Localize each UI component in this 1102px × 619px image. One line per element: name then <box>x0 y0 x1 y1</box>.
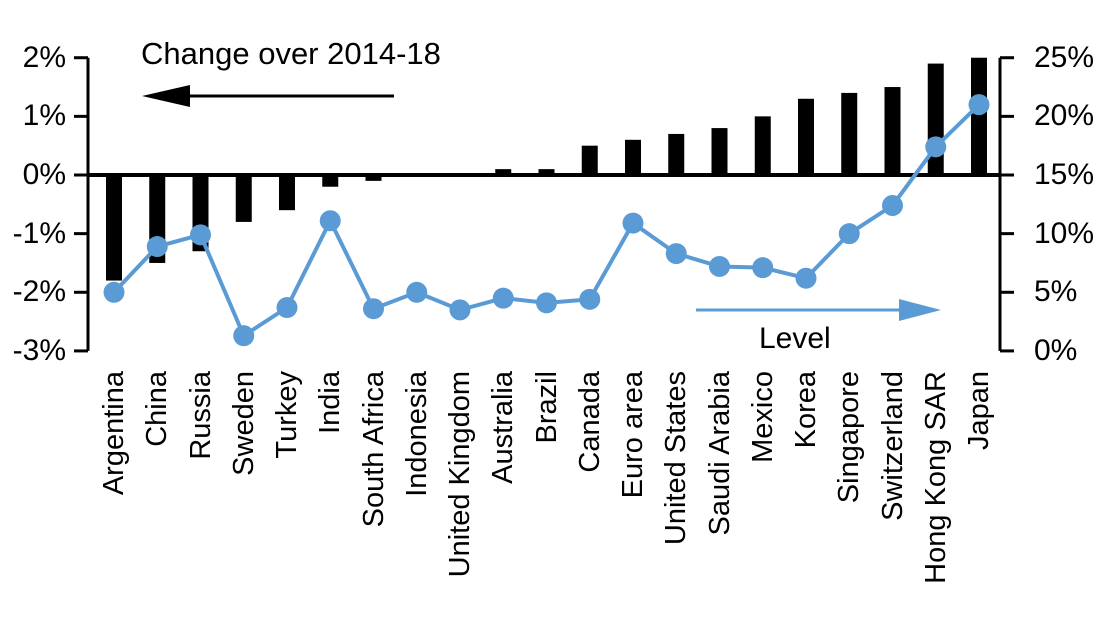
level-marker-Canada <box>579 288 601 310</box>
left-axis-tick-label: 0% <box>22 158 66 191</box>
level-marker-India <box>319 210 341 232</box>
right-axis-tick-label: 0% <box>1034 333 1078 367</box>
category-label-united-kingdom: United Kingdom <box>444 371 476 578</box>
bar-Sweden <box>235 175 252 222</box>
change-arrow-head <box>142 85 190 107</box>
level-marker-Turkey <box>276 297 298 319</box>
category-label-turkey: Turkey <box>271 371 303 459</box>
category-label-russia: Russia <box>184 371 217 460</box>
bar-Hong Kong SAR <box>927 63 944 175</box>
category-label-argentina: Argentina <box>98 371 130 496</box>
level-marker-Singapore <box>838 223 860 245</box>
left-axis-tick-label: 1% <box>22 99 66 133</box>
right-axis-tick-label: 20% <box>1034 99 1095 133</box>
bar-Japan <box>971 57 987 175</box>
category-label-australia: Australia <box>487 371 520 484</box>
bar-India <box>322 175 339 187</box>
category-label-korea: Korea <box>790 371 822 449</box>
category-label-sweden: Sweden <box>227 371 260 476</box>
bar-Brazil <box>538 169 555 175</box>
bar-Australia <box>495 169 512 175</box>
bar-Singapore <box>841 92 858 175</box>
left-axis-tick-label: -3% <box>12 333 66 367</box>
level-marker-United Kingdom <box>449 299 471 321</box>
bar-Argentina <box>106 175 122 281</box>
bar-Turkey <box>279 175 295 211</box>
category-label-brazil: Brazil <box>530 371 563 444</box>
category-label-japan: Japan <box>963 371 995 451</box>
level-marker-Saudi Arabia <box>709 255 730 277</box>
right-axis-tick-label: 25% <box>1034 40 1095 74</box>
bar-Korea <box>798 98 814 175</box>
bar-United States <box>668 133 685 175</box>
level-marker-United States <box>665 243 687 265</box>
level-marker-Australia <box>492 287 514 309</box>
level-marker-Korea <box>795 267 817 289</box>
level-marker-Sweden <box>233 325 255 347</box>
bar-Saudi Arabia <box>711 128 728 175</box>
bar-South Africa <box>365 175 382 181</box>
level-marker-Russia <box>190 224 211 246</box>
level-marker-South Africa <box>363 298 384 320</box>
level-marker-China <box>146 236 168 258</box>
right-axis-tick-label: 15% <box>1034 158 1095 191</box>
category-label-indonesia: Indonesia <box>400 371 433 497</box>
level-marker-Hong Kong SAR <box>925 136 947 158</box>
level-marker-Japan <box>968 94 990 116</box>
left-axis-tick-label: -1% <box>12 216 66 250</box>
category-label-saudi-arabia: Saudi Arabia <box>703 371 736 536</box>
level-marker-Switzerland <box>882 194 903 216</box>
category-label-india: India <box>314 371 347 434</box>
line-series-annotation: Level <box>759 322 831 355</box>
category-label-euro-area: Euro area <box>617 371 649 499</box>
category-label-canada: Canada <box>573 371 606 473</box>
bar-Mexico <box>754 116 771 175</box>
bar-series-annotation: Change over 2014-18 <box>141 36 441 71</box>
level-marker-Brazil <box>536 292 557 314</box>
bar-Euro area <box>625 139 641 175</box>
level-arrow-head <box>899 299 941 321</box>
right-axis-tick-label: 5% <box>1034 275 1078 309</box>
category-label-south-africa: South Africa <box>357 371 390 528</box>
right-axis-tick-label: 10% <box>1034 216 1095 250</box>
category-label-china: China <box>141 371 174 447</box>
category-label-united-states: United States <box>660 371 693 546</box>
bar-Switzerland <box>884 87 901 175</box>
bar-Canada <box>581 145 598 175</box>
level-marker-Mexico <box>752 257 774 279</box>
category-label-mexico: Mexico <box>746 371 779 463</box>
category-label-hong-kong-sar: Hong Kong SAR <box>919 371 952 584</box>
level-marker-Argentina <box>103 281 125 303</box>
left-axis-tick-label: -2% <box>12 275 66 309</box>
level-marker-Euro area <box>622 212 644 234</box>
category-label-switzerland: Switzerland <box>876 371 909 521</box>
category-label-singapore: Singapore <box>833 371 866 504</box>
left-axis-tick-label: 2% <box>22 40 66 74</box>
level-marker-Indonesia <box>406 281 428 303</box>
